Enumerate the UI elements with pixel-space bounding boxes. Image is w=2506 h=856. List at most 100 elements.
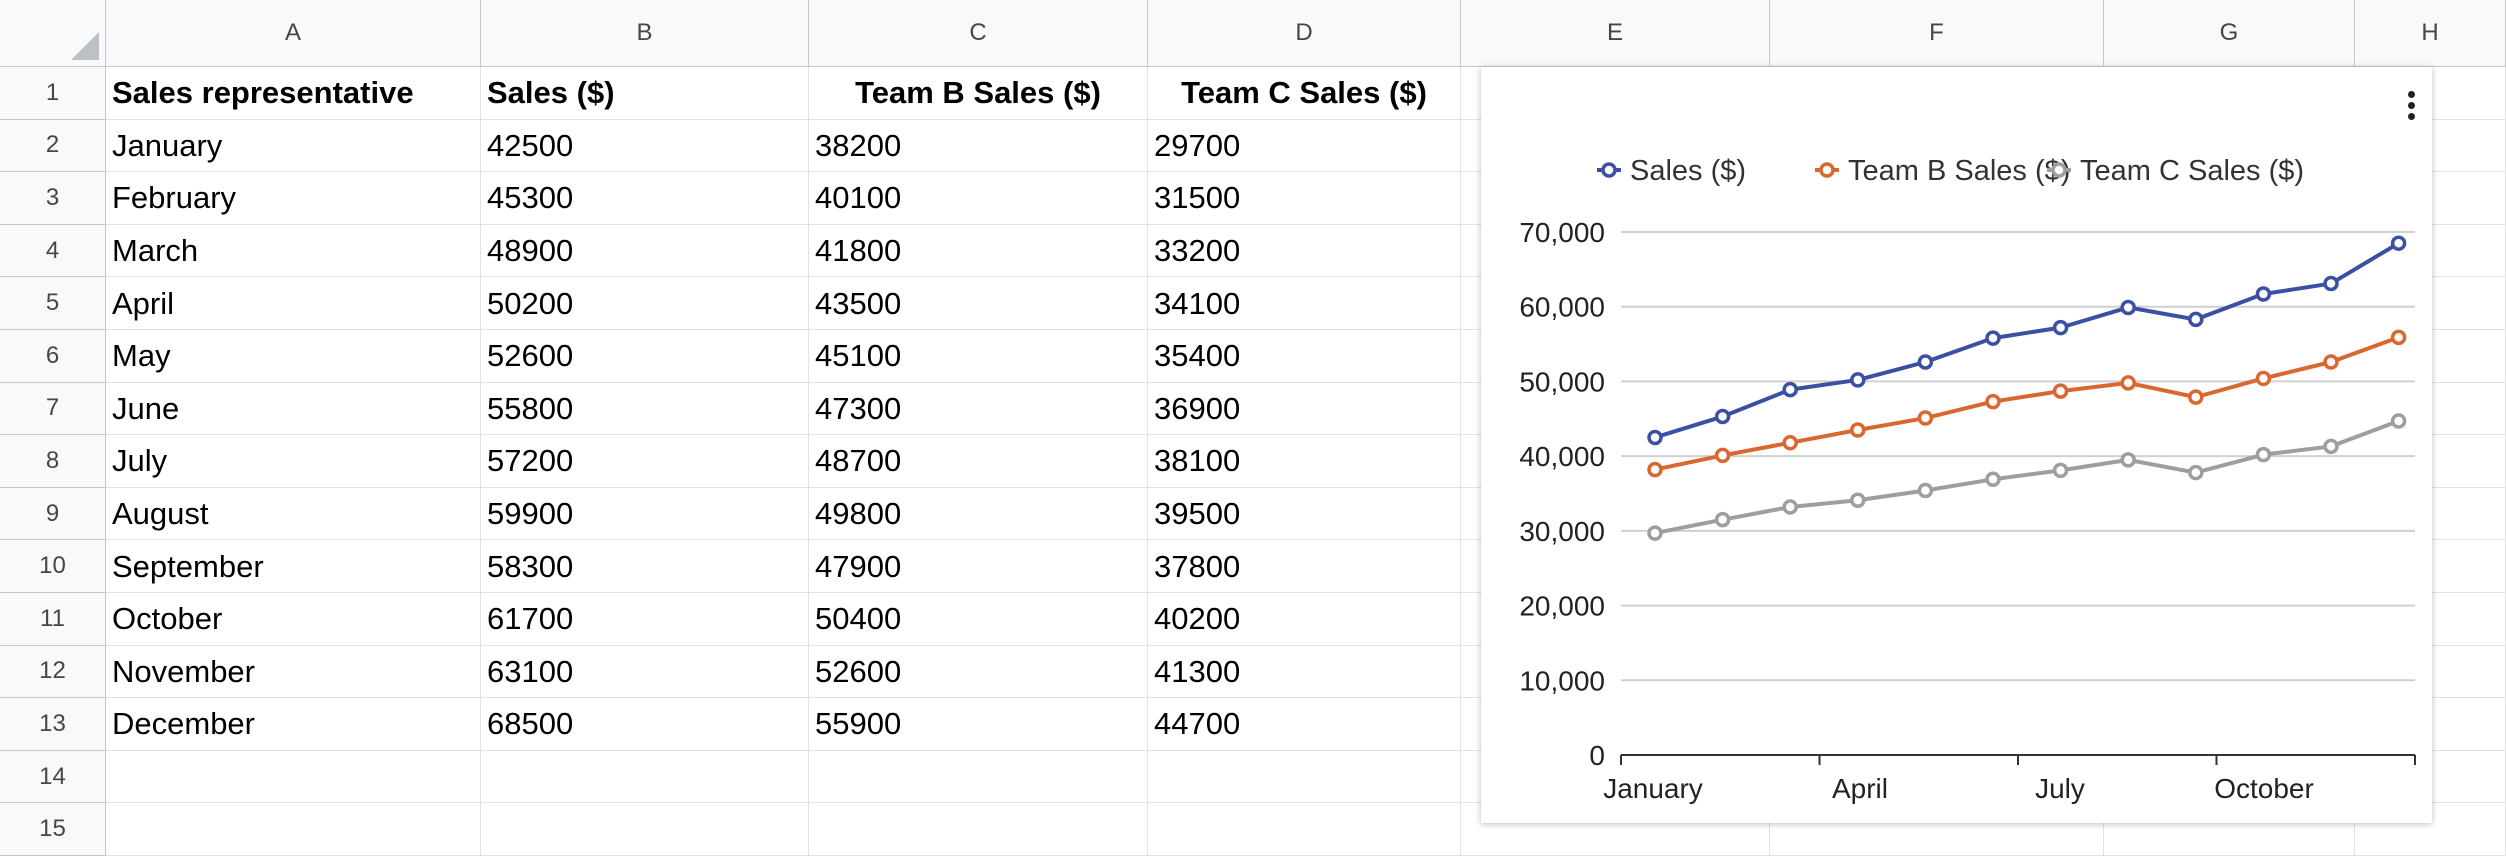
cell-a9[interactable]: August [106,487,481,541]
row-header-4[interactable]: 4 [0,224,106,278]
cell-c4[interactable]: 41800 [809,224,1148,278]
cell-b11[interactable]: 61700 [481,593,809,646]
cell-a7[interactable]: June [106,382,481,436]
cell-b5[interactable]: 50200 [481,277,809,330]
cell-c9[interactable]: 49800 [809,487,1148,541]
cell-b1[interactable]: Sales ($) [481,67,809,120]
data-point[interactable] [2120,452,2136,468]
data-point[interactable] [2390,329,2407,346]
row-header-9[interactable]: 9 [0,487,106,541]
cell-b12[interactable]: 63100 [481,645,809,699]
row-header-7[interactable]: 7 [0,382,106,436]
cell-d4[interactable]: 33200 [1148,224,1461,278]
data-point[interactable] [2255,446,2272,463]
col-header-g[interactable]: G [2104,0,2355,67]
cell-d14[interactable] [1148,750,1461,804]
data-point[interactable] [1647,525,1663,541]
data-point[interactable] [2120,299,2136,316]
data-point[interactable] [2188,389,2204,405]
select-all-corner[interactable] [0,0,106,67]
row-header-15[interactable]: 15 [0,803,106,856]
more-vert-icon[interactable] [2404,87,2418,127]
cell-b6[interactable]: 52600 [481,330,809,383]
cell-a14[interactable] [106,750,481,804]
cell-b13[interactable]: 68500 [481,698,809,751]
cell-a2[interactable]: January [106,119,481,173]
cell-d13[interactable]: 44700 [1148,698,1461,751]
data-point[interactable] [1917,410,1934,426]
cell-a10[interactable]: September [106,540,481,593]
cell-a15[interactable] [106,803,481,856]
data-point[interactable] [1985,393,2001,410]
cell-a6[interactable]: May [106,330,481,383]
data-point[interactable] [2323,275,2339,292]
cell-b7[interactable]: 55800 [481,382,809,436]
col-header-a[interactable]: A [106,0,481,67]
row-header-12[interactable]: 12 [0,645,106,699]
data-point[interactable] [1782,434,1798,451]
cell-a13[interactable]: December [106,698,481,751]
cell-c7[interactable]: 47300 [809,382,1148,436]
cell-d12[interactable]: 41300 [1148,645,1461,699]
data-point[interactable] [1714,511,1731,528]
data-point[interactable] [1782,499,1798,515]
row-header-11[interactable]: 11 [0,593,106,646]
row-header-5[interactable]: 5 [0,277,106,330]
cell-c5[interactable]: 43500 [809,277,1148,330]
col-header-h[interactable]: H [2355,0,2506,67]
cell-d8[interactable]: 38100 [1148,435,1461,488]
data-point[interactable] [1714,447,1731,464]
cell-d11[interactable]: 40200 [1148,593,1461,646]
data-point[interactable] [1850,492,1866,508]
legend-label[interactable]: Sales ($) [1630,155,1746,187]
data-point[interactable] [2390,235,2407,251]
cell-a1[interactable]: Sales representative [106,67,481,120]
cell-d2[interactable]: 29700 [1148,119,1461,173]
cell-a3[interactable]: February [106,172,481,225]
row-header-8[interactable]: 8 [0,435,106,488]
cell-b10[interactable]: 58300 [481,540,809,593]
col-header-c[interactable]: C [809,0,1148,67]
row-header-10[interactable]: 10 [0,540,106,593]
cell-c3[interactable]: 40100 [809,172,1148,225]
cell-c11[interactable]: 50400 [809,593,1148,646]
data-point[interactable] [2323,438,2339,455]
cell-c10[interactable]: 47900 [809,540,1148,593]
data-point[interactable] [2323,354,2339,370]
cell-d5[interactable]: 34100 [1148,277,1461,330]
col-header-b[interactable]: B [481,0,809,67]
cell-c14[interactable] [809,750,1148,804]
data-point[interactable] [1850,372,1866,388]
cell-d1[interactable]: Team C Sales ($) [1148,67,1461,120]
data-point[interactable] [2120,375,2136,391]
cell-d7[interactable]: 36900 [1148,382,1461,436]
data-point[interactable] [1647,461,1663,478]
cell-b15[interactable] [481,803,809,856]
row-header-3[interactable]: 3 [0,172,106,225]
cell-b8[interactable]: 57200 [481,435,809,488]
cell-b2[interactable]: 42500 [481,119,809,173]
cell-a5[interactable]: April [106,277,481,330]
data-point[interactable] [1647,429,1663,446]
legend-label[interactable]: Team C Sales ($) [2080,155,2304,187]
cell-d6[interactable]: 35400 [1148,330,1461,383]
data-point[interactable] [1985,330,2001,346]
data-point[interactable] [1782,381,1798,398]
line-chart[interactable]: 0 10,000 20,000 30,000 40,000 50,000 60,000 70,… [1481,67,2432,823]
data-point[interactable] [2052,319,2069,336]
cell-a4[interactable]: March [106,224,481,278]
data-point[interactable] [2188,311,2204,328]
row-header-13[interactable]: 13 [0,698,106,751]
cell-b9[interactable]: 59900 [481,487,809,541]
row-header-6[interactable]: 6 [0,330,106,383]
cell-c13[interactable]: 55900 [809,698,1148,751]
data-point[interactable] [1917,354,1934,370]
cell-c2[interactable]: 38200 [809,119,1148,173]
cell-a12[interactable]: November [106,645,481,699]
cell-d15[interactable] [1148,803,1461,856]
row-header-14[interactable]: 14 [0,750,106,804]
data-point[interactable] [2255,286,2272,302]
cell-c15[interactable] [809,803,1148,856]
data-point[interactable] [1850,422,1866,438]
col-header-e[interactable]: E [1461,0,1770,67]
